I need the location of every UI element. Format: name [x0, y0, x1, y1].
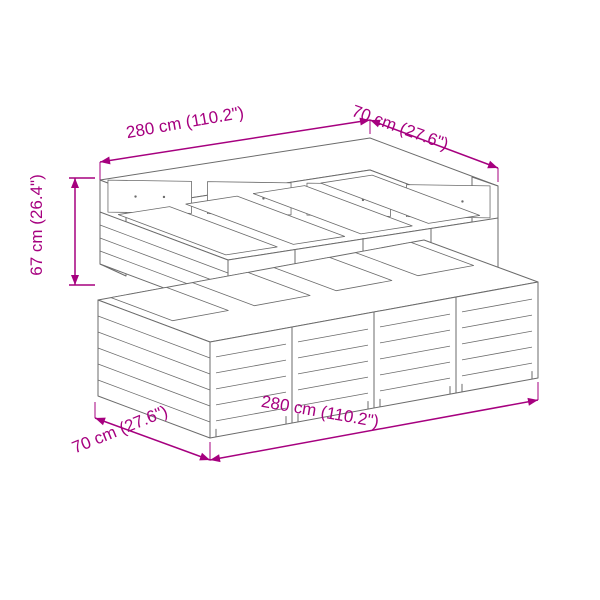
dim-label-left_height: 67 cm (26.4")	[27, 174, 47, 275]
